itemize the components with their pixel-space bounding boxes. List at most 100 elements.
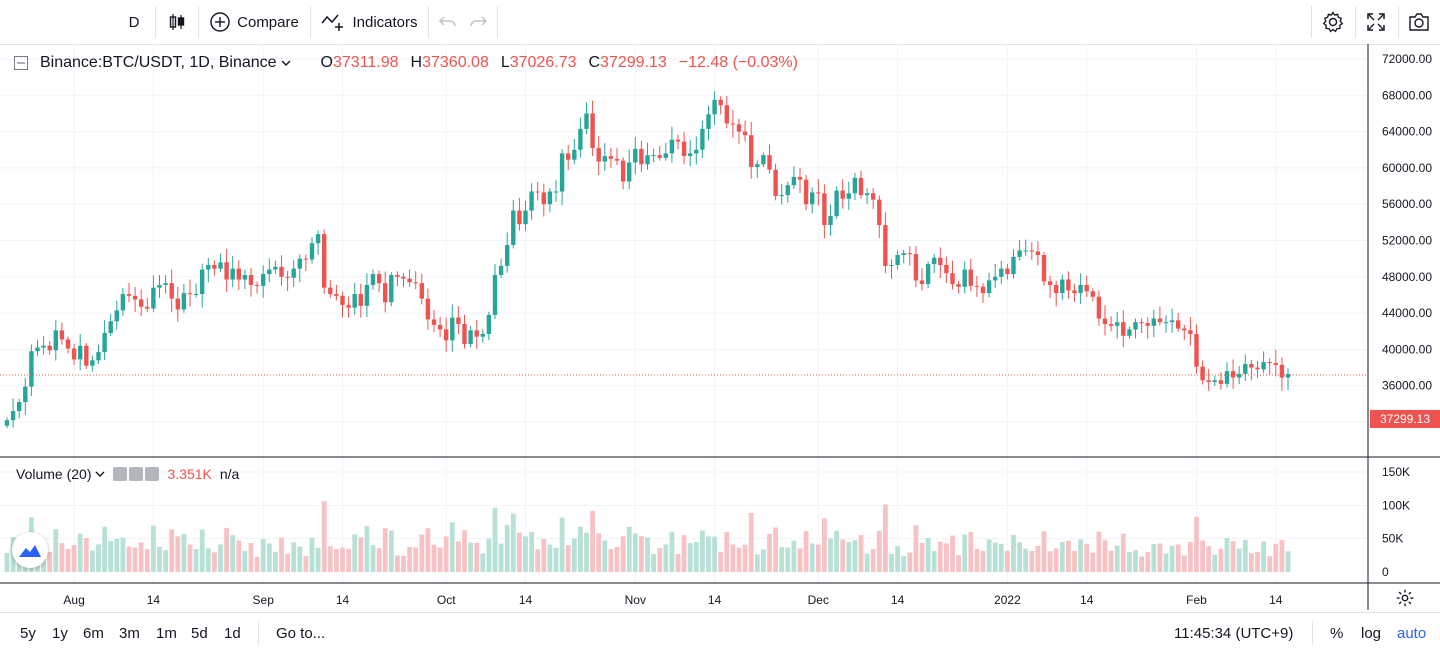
settings-button[interactable] xyxy=(1314,0,1352,44)
volume-bar xyxy=(852,540,858,572)
range-3m-button[interactable]: 3m xyxy=(119,624,140,642)
goto-button[interactable]: Go to... xyxy=(276,624,326,642)
candle-body xyxy=(901,253,906,256)
indicators-button[interactable]: Indicators xyxy=(312,0,426,44)
candle-body xyxy=(584,113,589,129)
time-tick-label: Dec xyxy=(808,593,829,607)
candle-body xyxy=(1285,373,1291,378)
camera-icon xyxy=(1409,13,1429,31)
volume-ma-value: n/a xyxy=(219,466,240,482)
auto-toggle[interactable]: auto xyxy=(1397,624,1427,642)
indicators-label: Indicators xyxy=(352,13,418,31)
volume-bar xyxy=(986,539,992,572)
volume-bar xyxy=(901,555,907,572)
candle-body xyxy=(1267,362,1272,364)
gear-icon xyxy=(1396,589,1414,607)
toolbar-divider xyxy=(1355,6,1356,38)
volume-bar xyxy=(71,545,77,572)
candle-body xyxy=(462,323,467,344)
gear-icon[interactable] xyxy=(129,467,144,481)
volume-bar xyxy=(1157,543,1163,572)
candle-body xyxy=(84,345,89,366)
range-5y-button[interactable]: 5y xyxy=(20,624,36,642)
chart-area[interactable]: 32000.0036000.0040000.0044000.0048000.00… xyxy=(0,44,1440,610)
volume-bar xyxy=(1035,545,1041,572)
candle-body xyxy=(1017,250,1022,257)
candle-body xyxy=(541,192,546,205)
close-icon[interactable] xyxy=(145,467,160,481)
redo-button[interactable] xyxy=(464,0,492,44)
price-tick-label: 72000.00 xyxy=(1382,52,1432,66)
tradingview-logo[interactable] xyxy=(12,532,48,568)
range-5d-button[interactable]: 5d xyxy=(191,624,208,642)
volume-bar xyxy=(1206,546,1212,572)
candle-body xyxy=(1121,322,1126,336)
volume-bar xyxy=(712,536,717,572)
volume-bar xyxy=(1102,540,1108,572)
candle-body xyxy=(437,324,443,330)
undo-button[interactable] xyxy=(434,0,462,44)
log-toggle[interactable]: log xyxy=(1361,624,1382,642)
high-label: H xyxy=(410,54,423,71)
candle-body xyxy=(1176,320,1181,329)
volume-bar xyxy=(449,522,455,572)
candle-body xyxy=(736,124,742,132)
chevron-down-icon[interactable] xyxy=(95,470,105,478)
candle-body xyxy=(1273,363,1278,365)
volume-bar xyxy=(919,542,925,572)
candle-body xyxy=(1047,281,1053,285)
volume-tick-label: 50K xyxy=(1382,532,1403,546)
plus-circle-icon xyxy=(210,12,230,32)
candle-body xyxy=(895,255,900,266)
range-6m-button[interactable]: 6m xyxy=(83,624,104,642)
fullscreen-button[interactable] xyxy=(1357,0,1395,44)
volume-bar xyxy=(1078,539,1083,572)
candle-body xyxy=(17,402,22,412)
volume-bar xyxy=(370,545,376,572)
close-label: C xyxy=(588,54,601,71)
collapse-icon[interactable] xyxy=(14,56,28,70)
range-1m-button[interactable]: 1m xyxy=(156,624,177,642)
chevron-down-icon[interactable] xyxy=(281,59,291,67)
candle-body xyxy=(267,269,272,275)
candle-body xyxy=(35,347,40,352)
candle-body xyxy=(291,268,296,278)
snapshot-button[interactable] xyxy=(1400,0,1438,44)
volume-label[interactable]: Volume (20) xyxy=(16,466,92,482)
range-1y-button[interactable]: 1y xyxy=(52,624,68,642)
candlestick-chart[interactable]: 32000.0036000.0040000.0044000.0048000.00… xyxy=(0,44,1440,610)
volume-bar xyxy=(120,537,126,572)
compare-button[interactable]: Compare xyxy=(200,0,308,44)
range-1d-button[interactable]: 1d xyxy=(224,624,241,642)
gear-icon xyxy=(1322,11,1344,33)
candle-body xyxy=(828,215,833,226)
volume-bar xyxy=(1261,541,1266,572)
interval-button[interactable]: D xyxy=(128,13,140,31)
top-toolbar: D Compare Indicators xyxy=(0,0,1440,45)
clock-timezone[interactable]: 11:45:34 (UTC+9) xyxy=(1174,624,1294,642)
volume-bar xyxy=(102,526,107,572)
volume-bar xyxy=(657,548,663,572)
eye-icon[interactable] xyxy=(113,467,128,481)
candle-body xyxy=(1243,363,1248,374)
candle-body xyxy=(602,156,607,162)
candle-body xyxy=(236,268,241,280)
volume-bar xyxy=(126,546,132,572)
candle-body xyxy=(889,265,894,267)
volume-bar xyxy=(754,554,760,572)
price-tick-label: 40000.00 xyxy=(1382,342,1432,356)
volume-bar xyxy=(1236,548,1242,572)
volume-bar xyxy=(108,540,114,572)
time-axis-settings-button[interactable] xyxy=(1394,587,1416,614)
candle-body xyxy=(681,141,687,157)
volume-bar xyxy=(1108,550,1114,572)
volume-bar xyxy=(340,547,345,572)
volume-bar xyxy=(1127,552,1132,572)
candle-body xyxy=(132,295,138,300)
percent-toggle[interactable]: % xyxy=(1330,624,1344,642)
toolbar-divider xyxy=(1311,6,1312,38)
candle-body xyxy=(633,148,638,163)
symbol-title[interactable]: Binance:BTC/USDT, 1D, Binance xyxy=(40,54,277,71)
volume-bar xyxy=(895,546,900,572)
candles-chart-type-button[interactable] xyxy=(158,0,196,44)
